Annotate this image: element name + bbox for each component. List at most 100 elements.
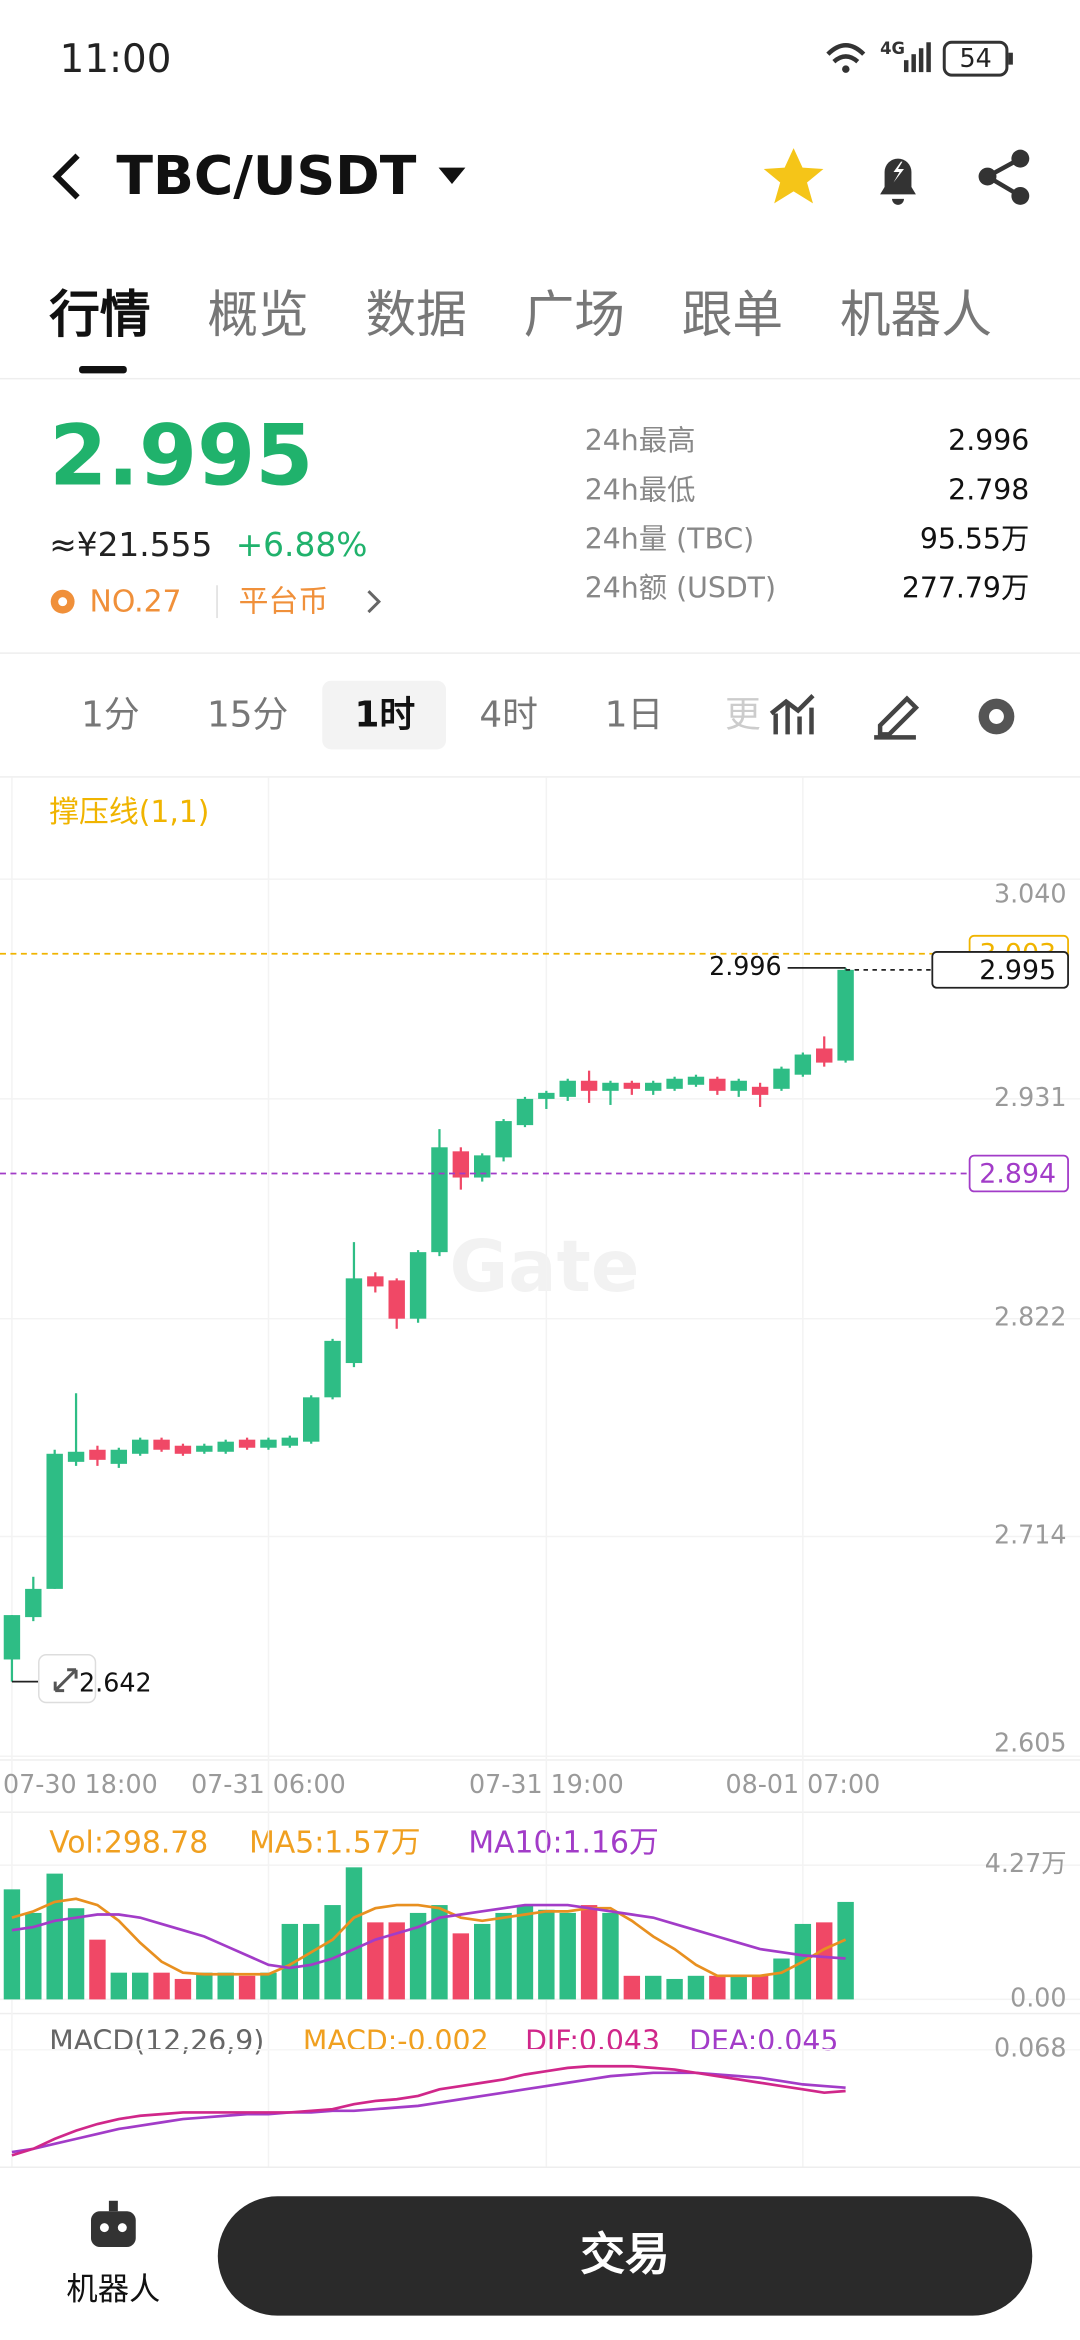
divider: [0, 1759, 1080, 1761]
y-tick-label: 2.714: [994, 1519, 1067, 1549]
candle-body: [153, 1439, 170, 1450]
stat-value: 2.798: [948, 473, 1029, 506]
candle-body: [580, 1080, 598, 1091]
volume-bar: [3, 1889, 21, 2000]
pair-dropdown[interactable]: [438, 167, 466, 184]
stat-value: 95.55万: [920, 522, 1029, 555]
volume-bar: [773, 1958, 790, 2000]
rank-icon-dot: [58, 597, 68, 607]
volume-bar: [260, 1972, 277, 2000]
bell-bolt: [893, 161, 904, 183]
candle-body: [559, 1080, 576, 1097]
volume-bar: [367, 1922, 384, 2000]
candle-body: [409, 1252, 427, 1319]
trade-label[interactable]: 交易: [580, 2227, 670, 2280]
interval[interactable]: 1日: [605, 695, 664, 736]
divider: [0, 652, 1080, 654]
y-tick-label: 2.931: [994, 1082, 1067, 1112]
divider: [0, 2012, 1080, 2015]
volume-bar: [281, 1923, 299, 2000]
tab[interactable]: 机器人: [840, 285, 992, 344]
candle-body: [623, 1082, 641, 1089]
rank: NO.27: [90, 585, 182, 620]
candle-body: [516, 1098, 534, 1126]
volume-bar: [837, 1901, 854, 2000]
candle-body: [751, 1086, 769, 1095]
candle-body: [196, 1445, 213, 1452]
tab[interactable]: 概览: [207, 285, 308, 344]
back-button[interactable]: [52, 153, 80, 200]
volume-bar: [217, 1972, 234, 2000]
volume-bar: [324, 1905, 341, 2000]
candle-body: [281, 1437, 299, 1446]
candle-body: [46, 1453, 63, 1589]
tab[interactable]: 广场: [524, 285, 625, 344]
indicator-icon[interactable]: [769, 694, 815, 735]
candle-body: [602, 1082, 619, 1091]
candle-body: [345, 1278, 363, 1364]
current-price-box: [931, 951, 1069, 989]
tag-chevron[interactable]: [367, 590, 382, 614]
volume-bar: [174, 1978, 192, 2000]
volume-bar: [431, 1905, 448, 2000]
volume-bar: [452, 1933, 470, 2000]
interval-more[interactable]: 更: [725, 695, 761, 736]
vol-label: Vol:298.78: [49, 1826, 208, 1861]
robot-label[interactable]: 机器人: [66, 2271, 160, 2307]
candle-body: [302, 1397, 320, 1442]
volume-bar: [816, 1922, 833, 2000]
candle-body: [773, 1068, 790, 1089]
alert-bell[interactable]: [880, 158, 916, 205]
volume-bar: [730, 1975, 747, 2000]
cny-price: ≈¥21.555: [49, 526, 212, 564]
y-tick-label: 2.605: [994, 1727, 1067, 1757]
y-tick-label: 3.040: [994, 879, 1067, 909]
indicator-label: 撑压线(1,1): [49, 795, 209, 830]
volume-bar: [238, 1975, 256, 2000]
x-tick-label: 08-01 07:00: [725, 1769, 880, 1799]
share-button[interactable]: [978, 149, 1030, 205]
trade-button[interactable]: [217, 2196, 1033, 2316]
volume-bar: [623, 1975, 641, 2000]
candle-body: [238, 1439, 256, 1448]
stat-label: 24h额 (USDT): [585, 572, 776, 605]
interval[interactable]: 4时: [479, 695, 538, 736]
volume-bar: [46, 1873, 63, 2000]
divider: [0, 2166, 1080, 2168]
last-price: 2.995: [49, 406, 313, 504]
interval-active[interactable]: 1时: [355, 695, 416, 736]
ma10-label: MA10:1.16万: [468, 1826, 658, 1861]
tab[interactable]: 跟单: [682, 285, 783, 344]
candle-body: [687, 1076, 705, 1085]
tab-active[interactable]: 行情: [49, 285, 150, 344]
battery-tip: [1008, 52, 1013, 65]
divider: [0, 377, 1080, 380]
stat-label: 24h量 (TBC): [585, 522, 754, 555]
vol-tick-label: 4.27万: [985, 1848, 1067, 1878]
robot-icon[interactable]: [90, 2200, 136, 2248]
interval[interactable]: 15分: [207, 695, 288, 736]
candle-body: [174, 1445, 192, 1454]
volume-bar: [666, 1978, 683, 2000]
volume-bar: [302, 1923, 320, 2000]
volume-bar: [516, 1905, 534, 2000]
volume-bar: [559, 1912, 576, 2000]
favorite-star[interactable]: [763, 148, 824, 204]
macd-title: MACD(12,26,9): [49, 2025, 264, 2058]
dea-value: DEA:0.045: [689, 2025, 838, 2058]
pair-title[interactable]: TBC/USDT: [116, 144, 416, 207]
tab[interactable]: 数据: [365, 285, 466, 344]
ma10-line: [11, 1903, 846, 1970]
candle-body: [709, 1078, 726, 1091]
draw-icon[interactable]: [874, 695, 920, 740]
watermark: Gate: [450, 1225, 640, 1308]
volume-bar: [110, 1972, 128, 2000]
divider: [0, 1811, 1080, 1813]
interval[interactable]: 1分: [81, 695, 140, 736]
rank-separator: [216, 585, 218, 619]
volume-bar: [495, 1912, 512, 2000]
candle-body: [816, 1048, 833, 1063]
volume-bar: [89, 1939, 106, 2000]
tag[interactable]: 平台币: [239, 585, 328, 620]
